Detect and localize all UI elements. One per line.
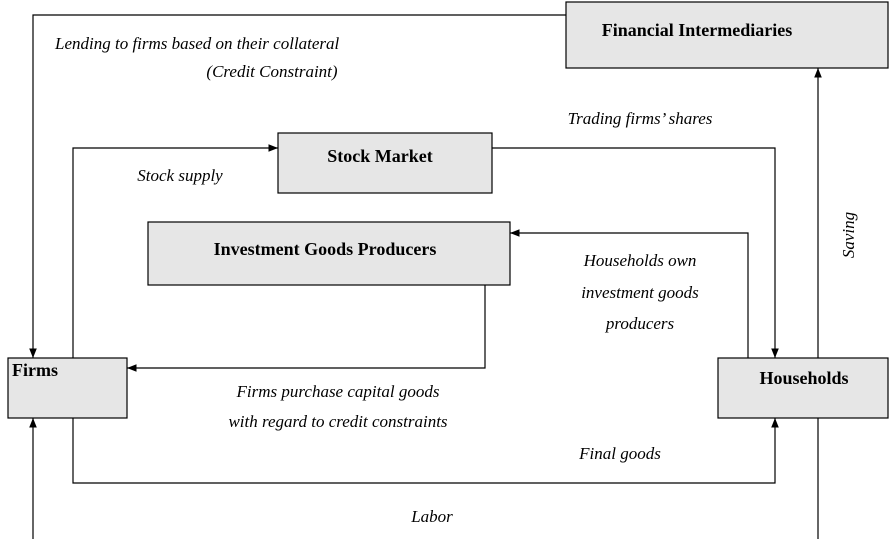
edge-label: investment goods bbox=[581, 283, 699, 302]
box bbox=[147, 221, 511, 286]
arrow bbox=[72, 418, 779, 484]
edge-label: Saving bbox=[839, 212, 858, 258]
node-label: Investment Goods Producers bbox=[214, 239, 437, 259]
box bbox=[7, 357, 128, 419]
node-label: Firms bbox=[12, 360, 58, 380]
arrow bbox=[492, 147, 779, 358]
edge-label: Labor bbox=[410, 507, 453, 526]
arrow bbox=[72, 144, 278, 358]
node-label: Stock Market bbox=[327, 146, 432, 166]
box bbox=[565, 1, 889, 69]
edge-label: Households own bbox=[583, 251, 697, 270]
edge-label: Final goods bbox=[578, 444, 661, 463]
node-label: Households bbox=[759, 368, 848, 388]
edge-label: Stock supply bbox=[137, 166, 223, 185]
arrow bbox=[510, 229, 749, 358]
edge-label: (Credit Constraint) bbox=[206, 62, 337, 81]
edge-label: producers bbox=[605, 314, 675, 333]
node-label: Financial Intermediaries bbox=[602, 20, 792, 40]
box bbox=[277, 132, 493, 194]
edge-label: Lending to firms based on their collater… bbox=[54, 34, 340, 53]
arrow bbox=[29, 14, 566, 358]
edge-label: Trading firms’ shares bbox=[568, 109, 713, 128]
edge-label: with regard to credit constraints bbox=[228, 412, 447, 431]
arrow bbox=[127, 285, 486, 372]
box bbox=[717, 357, 889, 419]
edge-label: Firms purchase capital goods bbox=[236, 382, 440, 401]
